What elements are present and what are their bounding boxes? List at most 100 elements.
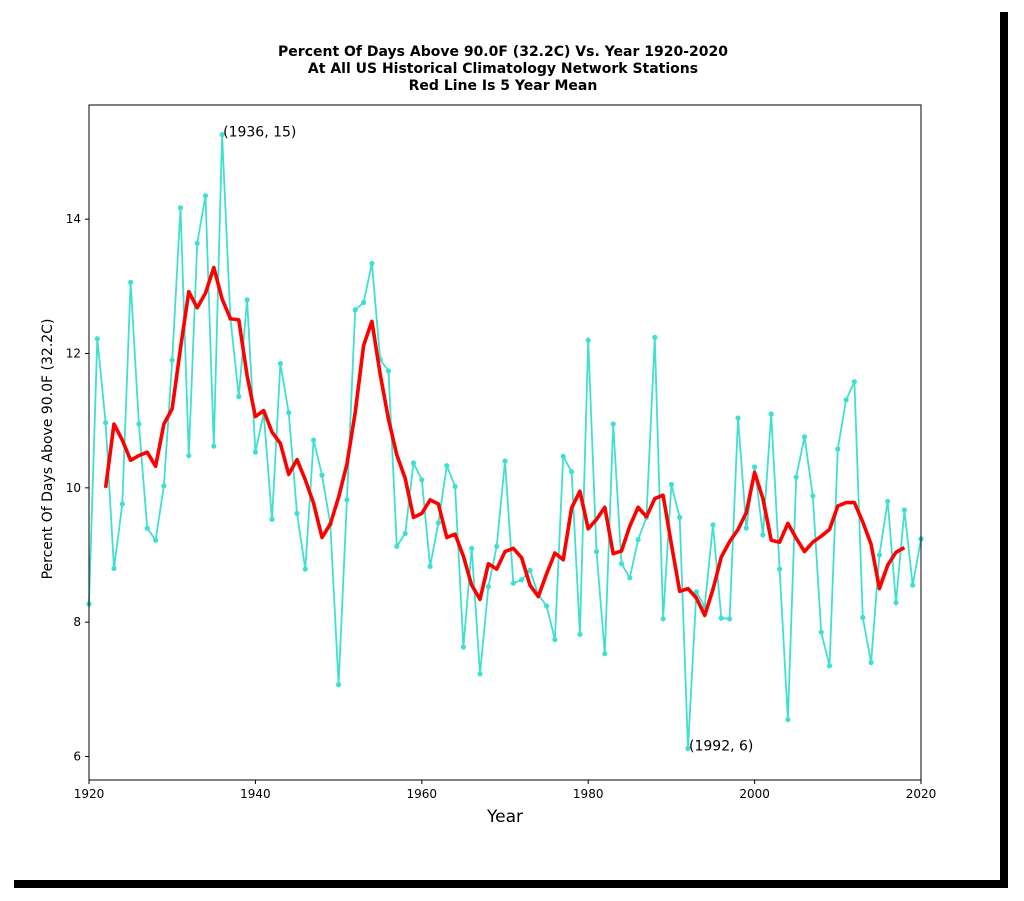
yearly-point: [527, 567, 533, 574]
yearly-point: [494, 543, 500, 549]
yearly-point: [602, 651, 608, 657]
yearly-point: [111, 565, 117, 572]
yearly-point: [577, 631, 583, 637]
yearly-point: [502, 458, 508, 464]
yearly-point: [685, 745, 691, 752]
yearly-point: [660, 616, 666, 622]
yearly-point: [144, 525, 150, 531]
yearly-point: [277, 361, 283, 367]
x-tick-label: 1920: [74, 787, 105, 801]
yearly-point: [593, 549, 600, 555]
yearly-point: [544, 603, 550, 609]
yearly-point: [286, 410, 292, 416]
axes-box: [88, 104, 922, 781]
yearly-point: [860, 614, 866, 621]
yearly-point: [552, 637, 558, 643]
yearly-point: [610, 421, 616, 427]
yearly-point: [485, 584, 491, 590]
yearly-point: [452, 483, 458, 490]
y-tick-label: 8: [73, 615, 81, 629]
yearly-point: [169, 357, 175, 363]
x-tick-label: 1960: [407, 787, 438, 801]
yearly-point: [186, 453, 192, 459]
yearly-point: [777, 566, 783, 572]
yearly-point: [735, 415, 741, 421]
yearly-point: [435, 520, 441, 526]
yearly-series-line: [88, 134, 922, 749]
yearly-point: [219, 132, 225, 138]
yearly-point: [410, 460, 417, 466]
yearly-point: [810, 493, 816, 499]
yearly-point: [519, 577, 525, 583]
x-ticks: 1920 1940 1960 1980 2000 2020: [74, 780, 937, 801]
x-tick-label: 2020: [906, 787, 937, 801]
yearly-point: [103, 420, 109, 426]
yearly-point: [560, 453, 566, 459]
yearly-point: [177, 205, 184, 211]
yearly-point: [760, 532, 766, 538]
yearly-point: [344, 497, 350, 503]
yearly-point: [252, 449, 258, 455]
annotation: (1936, 15): [223, 125, 296, 141]
yearly-point: [743, 525, 749, 531]
yearly-point: [585, 337, 591, 343]
yearly-point: [785, 717, 791, 723]
yearly-point: [851, 379, 858, 385]
yearly-point: [194, 240, 200, 246]
yearly-point: [427, 563, 433, 570]
yearly-point: [419, 477, 425, 483]
yearly-point: [202, 193, 209, 199]
yearly-point: [801, 434, 808, 440]
yearly-point: [128, 279, 134, 285]
y-tick-label: 6: [73, 749, 81, 763]
yearly-point: [727, 616, 733, 622]
yearly-point: [843, 397, 849, 403]
yearly-point: [677, 514, 683, 520]
yearly-point: [336, 682, 342, 688]
yearly-point: [826, 663, 833, 669]
yearly-point: [893, 600, 899, 606]
y-axis-label: Percent Of Days Above 90.0F (32.2C): [40, 319, 56, 580]
yearly-point: [460, 644, 466, 650]
x-axis-label: Year: [486, 807, 523, 827]
yearly-point: [793, 474, 799, 480]
yearly-point: [752, 464, 758, 470]
yearly-point: [469, 545, 475, 551]
yearly-point: [718, 615, 724, 621]
yearly-point: [569, 469, 575, 475]
yearly-point: [269, 516, 275, 523]
plot-area: (1936, 15) (1992, 6): [86, 125, 924, 754]
y-tick-label: 10: [66, 481, 81, 495]
yearly-point: [444, 463, 450, 469]
yearly-point: [652, 334, 658, 340]
yearly-point: [627, 575, 633, 581]
yearly-point: [294, 510, 300, 516]
yearly-point: [835, 446, 841, 452]
yearly-point: [868, 659, 874, 666]
yearly-point: [211, 443, 217, 449]
yearly-point: [94, 336, 100, 342]
yearly-point: [394, 543, 400, 549]
x-tick-label: 2000: [739, 787, 770, 801]
chart-title: Percent Of Days Above 90.0F (32.2C) Vs. …: [278, 44, 728, 94]
yearly-point: [402, 530, 408, 537]
yearly-point: [693, 589, 700, 595]
yearly-point: [910, 582, 916, 588]
yearly-point: [668, 481, 675, 488]
chart: Percent Of Days Above 90.0F (32.2C) Vs. …: [40, 44, 937, 827]
yearly-point: [710, 522, 716, 528]
yearly-point: [302, 566, 308, 572]
yearly-point: [352, 307, 358, 313]
yearly-point: [361, 299, 367, 306]
yearly-point: [244, 297, 250, 303]
yearly-point: [510, 580, 516, 586]
y-tick-label: 14: [66, 212, 81, 226]
yearly-point: [236, 393, 242, 400]
yearly-point: [477, 671, 483, 677]
yearly-point: [901, 507, 908, 513]
y-ticks: 6 8 10 12 14: [66, 212, 89, 763]
yearly-point: [153, 537, 159, 543]
x-tick-label: 1940: [240, 787, 271, 801]
yearly-point: [311, 437, 317, 443]
yearly-point: [768, 411, 774, 417]
